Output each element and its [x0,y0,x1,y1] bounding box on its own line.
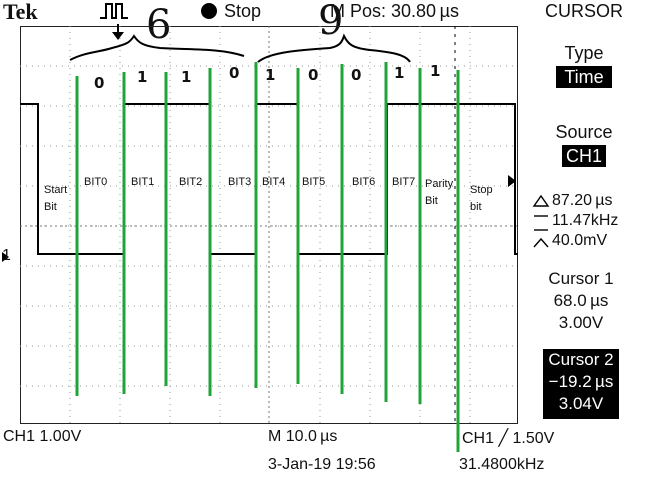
bit-label-start: Start Bit [44,184,68,213]
bit-marker-lines [75,62,460,452]
cursor2-time: −19.2 µs [548,372,614,391]
annotation-brace-high [257,33,411,63]
bit-label-bit4: BIT4 [262,176,286,188]
type-label: Type [564,43,604,63]
trigger-level-icon [508,175,516,187]
cursor1-label: Cursor 1 [548,269,614,288]
bit-label-bit7: BIT7 [392,176,416,188]
bit-label-bit0: BIT0 [84,176,108,188]
ch1-scale-readout: CH1 1.00V [3,428,82,445]
brand-logo: Tek [3,0,38,24]
bit-label-bit5: BIT5 [302,176,326,188]
bit-value: 0 [308,66,319,84]
ch1-marker: 1 [2,247,11,264]
bit-label-bit1: BIT1 [131,176,155,188]
cursor2-readout[interactable]: Cursor 2 −19.2 µs 3.04V [543,349,619,419]
date-readout: 3-Jan-19 19:56 [268,456,376,473]
bit-value: 0 [229,64,240,82]
delta-t-value: 87.20 µs [552,192,613,209]
annotation-six: 6 [146,2,172,48]
bit-value: 1 [430,62,441,80]
cursor1-readout[interactable]: Cursor 1 68.0 µs 3.00V [543,268,619,338]
annotation-brace-low [69,34,245,61]
bit-value: 0 [94,74,105,92]
bit-value: 1 [394,64,405,82]
type-value-button[interactable]: Time [556,66,612,88]
trigger-position-icon [112,32,124,40]
source-label: Source [555,122,613,142]
bit-value: 1 [137,68,148,86]
inverse-delta-t-value: 11.47kHz [552,212,619,229]
bit-label-stop: Stop bit [470,184,493,213]
bit-label-bit3: BIT3 [228,176,252,188]
menu-title: CURSOR [545,1,624,21]
cursor1-volts: 3.00V [558,313,604,332]
bit-label-bit2: BIT2 [179,176,203,188]
cursor2-label: Cursor 2 [548,350,614,369]
timebase-readout: M 10.0 µs [268,428,338,445]
trigger-frequency-readout: 31.4800kHz [459,456,545,473]
bit-value: 0 [351,66,362,84]
run-state-label: Stop [224,1,262,21]
graticule-grid [20,26,518,424]
cursor2-volts: 3.04V [558,394,604,413]
cursor1-time: 68.0 µs [553,291,609,310]
bit-value: 1 [265,66,276,84]
bit-label-bit6: BIT6 [352,176,376,188]
delta-v-value: 40.0mV [552,232,608,249]
horizontal-position-readout: M Pos: 30.80 µs [330,1,460,21]
annotation-nine: 9 [318,0,344,44]
bit-value: 1 [181,68,192,86]
bit-label-parity: Parity Bit [425,178,454,207]
trigger-readout: CH1 ╱ 1.50V [462,430,555,447]
source-value-button[interactable]: CH1 [562,145,606,167]
ch1-ground-marker-icon [2,252,9,262]
